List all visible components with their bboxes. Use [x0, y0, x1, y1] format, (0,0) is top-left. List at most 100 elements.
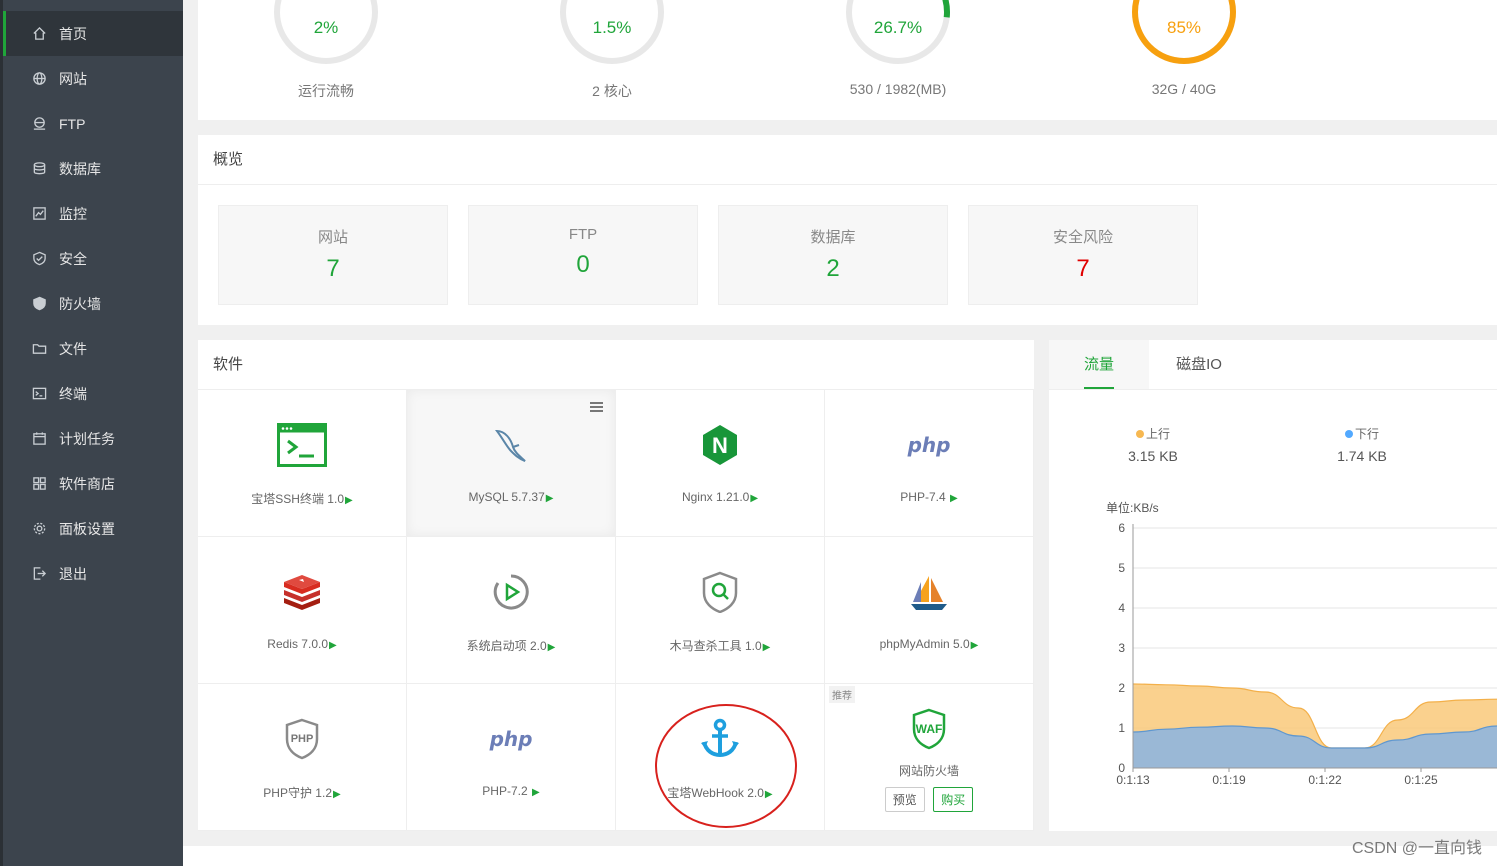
- software-item-trojan-scan[interactable]: 木马查杀工具 1.0▶: [616, 537, 825, 684]
- preview-button[interactable]: 预览: [884, 787, 925, 812]
- watermark: CSDN @一直向钱: [1351, 840, 1482, 857]
- redis-icon: [277, 567, 327, 617]
- grid-icon: [30, 475, 48, 493]
- memory-gauge[interactable]: 26.7% 530 / 1982(MB): [843, 0, 953, 97]
- sidebar-item[interactable]: 软件商店: [3, 461, 183, 506]
- menu-icon[interactable]: [590, 402, 603, 412]
- upload-stat: 上行 3.15 KB: [1098, 425, 1208, 464]
- tab-disk-io[interactable]: 磁盘IO: [1176, 356, 1222, 373]
- software-item-phpmyadmin[interactable]: phpMyAdmin 5.0▶: [825, 537, 1034, 684]
- load-caption: 运行流畅: [298, 83, 354, 99]
- php-logo-text: php: [489, 727, 533, 751]
- upload-dot-icon: [1135, 430, 1144, 438]
- buy-button[interactable]: 购买: [933, 787, 974, 812]
- sidebar-item-label: 防火墙: [59, 295, 101, 312]
- waf-text: WAF: [916, 722, 943, 736]
- software-name: 木马查杀工具 1.0: [669, 639, 762, 653]
- sidebar-item[interactable]: 监控: [3, 191, 183, 236]
- play-arrow-icon[interactable]: ▶: [762, 642, 771, 653]
- play-arrow-icon[interactable]: ▶: [333, 789, 341, 800]
- tab-traffic[interactable]: 流量: [1049, 340, 1149, 389]
- software-panel: 软件 宝塔SSH终端 1.0▶ MySQL 5.7.37▶ N Nginx 1.…: [198, 340, 1034, 831]
- globe-icon: [30, 70, 48, 88]
- play-arrow-icon[interactable]: ▶: [545, 493, 554, 504]
- play-arrow-icon[interactable]: ▶: [531, 787, 540, 798]
- download-label: 下行: [1354, 427, 1379, 441]
- download-area: [1133, 726, 1497, 768]
- software-item-ssh[interactable]: 宝塔SSH终端 1.0▶: [198, 390, 407, 537]
- load-gauge[interactable]: 2% 运行流畅: [271, 0, 381, 101]
- software-item-php72[interactable]: php PHP-7.2 ▶: [407, 684, 616, 831]
- php-icon: php: [486, 714, 536, 764]
- software-name: phpMyAdmin 5.0: [879, 637, 970, 651]
- play-arrow-icon[interactable]: ▶: [949, 493, 958, 504]
- disk-caption: 32G / 40G: [1151, 81, 1217, 97]
- chart-y-tick: 2: [1118, 681, 1125, 695]
- php-guard-icon: PHP: [277, 714, 327, 764]
- software-name: 宝塔WebHook 2.0: [667, 786, 764, 800]
- software-item-mysql[interactable]: MySQL 5.7.37▶: [407, 390, 616, 537]
- sidebar-item[interactable]: 终端: [3, 371, 183, 416]
- sidebar-item[interactable]: 网站: [3, 56, 183, 101]
- sidebar-item[interactable]: 面板设置: [3, 506, 183, 551]
- play-arrow-icon[interactable]: ▶: [329, 640, 337, 651]
- software-item-php-guard[interactable]: PHP PHP守护 1.2▶: [198, 684, 407, 831]
- sidebar-item[interactable]: 文件: [3, 326, 183, 371]
- chart-x-tick: 0:1:13: [1116, 773, 1150, 787]
- traffic-chart: 单位:KB/s 0 1 2 3 4 5 6 0:1:13 0:1:19 0:1:22 0:1:25: [1106, 500, 1497, 787]
- chart-y-tick: 6: [1118, 521, 1125, 535]
- sidebar-item-label: 终端: [59, 385, 87, 402]
- php-icon: php: [904, 420, 954, 470]
- disk-gauge[interactable]: 85% 32G / 40G: [1129, 0, 1239, 97]
- software-name: Redis 7.0.0: [267, 637, 328, 651]
- software-name: PHP守护 1.2: [263, 786, 332, 800]
- sidebar-item[interactable]: 数据库: [3, 146, 183, 191]
- sidebar-item-label: 软件商店: [59, 475, 115, 492]
- gauge-arc-fill: [846, 0, 950, 64]
- memory-value: 26.7%: [873, 18, 923, 37]
- software-name: Nginx 1.21.0: [681, 490, 750, 504]
- php-logo-text: php: [907, 433, 951, 457]
- recommend-tag: 推荐: [829, 686, 855, 703]
- play-arrow-icon[interactable]: ▶: [750, 493, 759, 504]
- cpu-gauge[interactable]: 1.5% 2 核心: [557, 0, 667, 101]
- chart-y-tick: 0: [1118, 761, 1125, 775]
- play-arrow-icon[interactable]: ▶: [764, 789, 773, 800]
- overview-card-security-risk[interactable]: 安全风险 7: [968, 205, 1198, 305]
- sidebar-item[interactable]: 首页: [3, 11, 183, 56]
- sidebar-item[interactable]: 计划任务: [3, 416, 183, 461]
- sidebar-edge: [0, 0, 3, 866]
- sidebar-item[interactable]: FTP: [3, 101, 183, 146]
- overview-card-sites[interactable]: 网站 7: [218, 205, 448, 305]
- folder-icon: [30, 340, 48, 358]
- play-arrow-icon[interactable]: ▶: [345, 495, 353, 506]
- overview-card-database[interactable]: 数据库 2: [718, 205, 948, 305]
- cpu-caption: 2 核心: [592, 83, 632, 99]
- software-item-webhook[interactable]: 宝塔WebHook 2.0▶: [616, 684, 825, 831]
- software-item-waf[interactable]: 推荐 WAF 网站防火墙 预览 购买: [825, 684, 1034, 831]
- sidebar-item-label: 退出: [59, 565, 87, 582]
- disk-value: 85%: [1166, 18, 1202, 37]
- sidebar-item[interactable]: 安全: [3, 236, 183, 281]
- overview-panel: 概览 网站 7 FTP 0 数据库 2 安全风险 7: [198, 135, 1497, 325]
- play-arrow-icon[interactable]: ▶: [547, 642, 556, 653]
- play-arrow-icon[interactable]: ▶: [970, 640, 979, 651]
- overview-card-ftp[interactable]: FTP 0: [468, 205, 698, 305]
- sidebar-item[interactable]: 退出: [3, 551, 183, 596]
- software-item-redis[interactable]: Redis 7.0.0▶: [198, 537, 407, 684]
- download-value: 1.74 KB: [1337, 448, 1387, 464]
- sidebar-item[interactable]: 防火墙: [3, 281, 183, 326]
- software-name: 系统启动项 2.0: [466, 639, 547, 653]
- software-item-nginx[interactable]: N Nginx 1.21.0▶: [616, 390, 825, 537]
- shield-icon: [30, 250, 48, 268]
- sidebar: [0, 0, 183, 866]
- calendar-icon: [30, 430, 48, 448]
- upload-value: 3.15 KB: [1128, 448, 1178, 464]
- cpu-value: 1.5%: [592, 18, 632, 37]
- waf-icon: WAF: [904, 704, 954, 754]
- overview-card-value: 7: [326, 255, 340, 282]
- software-item-startup[interactable]: 系统启动项 2.0▶: [407, 537, 616, 684]
- software-item-php74[interactable]: php PHP-7.4 ▶: [825, 390, 1034, 537]
- mysql-dolphin-icon: [486, 420, 536, 470]
- chart-y-tick: 1: [1118, 721, 1125, 735]
